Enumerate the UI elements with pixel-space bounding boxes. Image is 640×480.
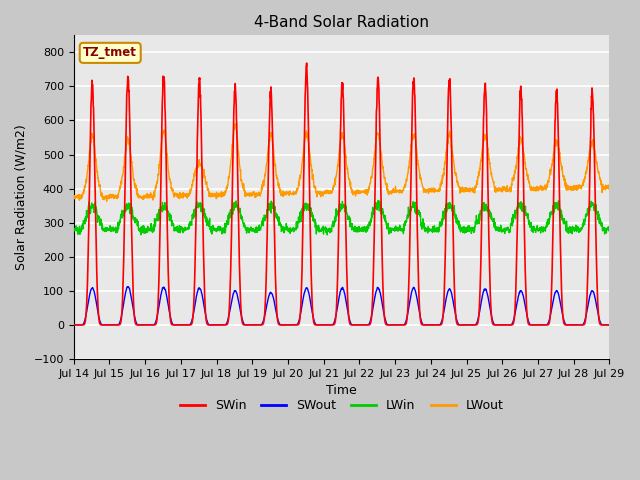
Title: 4-Band Solar Radiation: 4-Band Solar Radiation [254, 15, 429, 30]
Y-axis label: Solar Radiation (W/m2): Solar Radiation (W/m2) [15, 124, 28, 270]
Text: TZ_tmet: TZ_tmet [83, 47, 137, 60]
X-axis label: Time: Time [326, 384, 357, 397]
Legend: SWin, SWout, LWin, LWout: SWin, SWout, LWin, LWout [175, 395, 508, 418]
